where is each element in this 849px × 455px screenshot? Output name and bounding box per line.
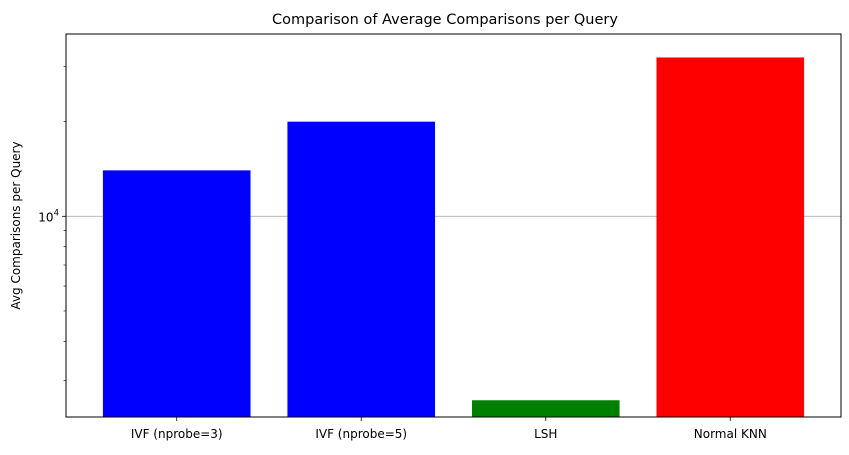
x-tick-label-2: LSH: [534, 427, 557, 441]
bars: [102, 57, 805, 418]
y-axis-label: Avg Comparisons per Query: [9, 141, 23, 309]
chart-title: Comparison of Average Comparisons per Qu…: [272, 12, 618, 28]
bar-1: [287, 121, 436, 418]
bar-3: [656, 57, 805, 417]
x-tick-label-1: IVF (nprobe=5): [315, 427, 407, 441]
plot-frame: [65, 33, 842, 418]
bar-2: [471, 400, 620, 417]
axis-ticks: IVF (nprobe=3) IVF (nprobe=5) LSH Normal KN…: [38, 65, 767, 441]
bar-0: [102, 170, 251, 417]
x-tick-label-0: IVF (nprobe=3): [131, 427, 223, 441]
x-tick-label-3: Normal KNN: [694, 427, 767, 441]
y-tick-label: 104: [38, 208, 59, 224]
